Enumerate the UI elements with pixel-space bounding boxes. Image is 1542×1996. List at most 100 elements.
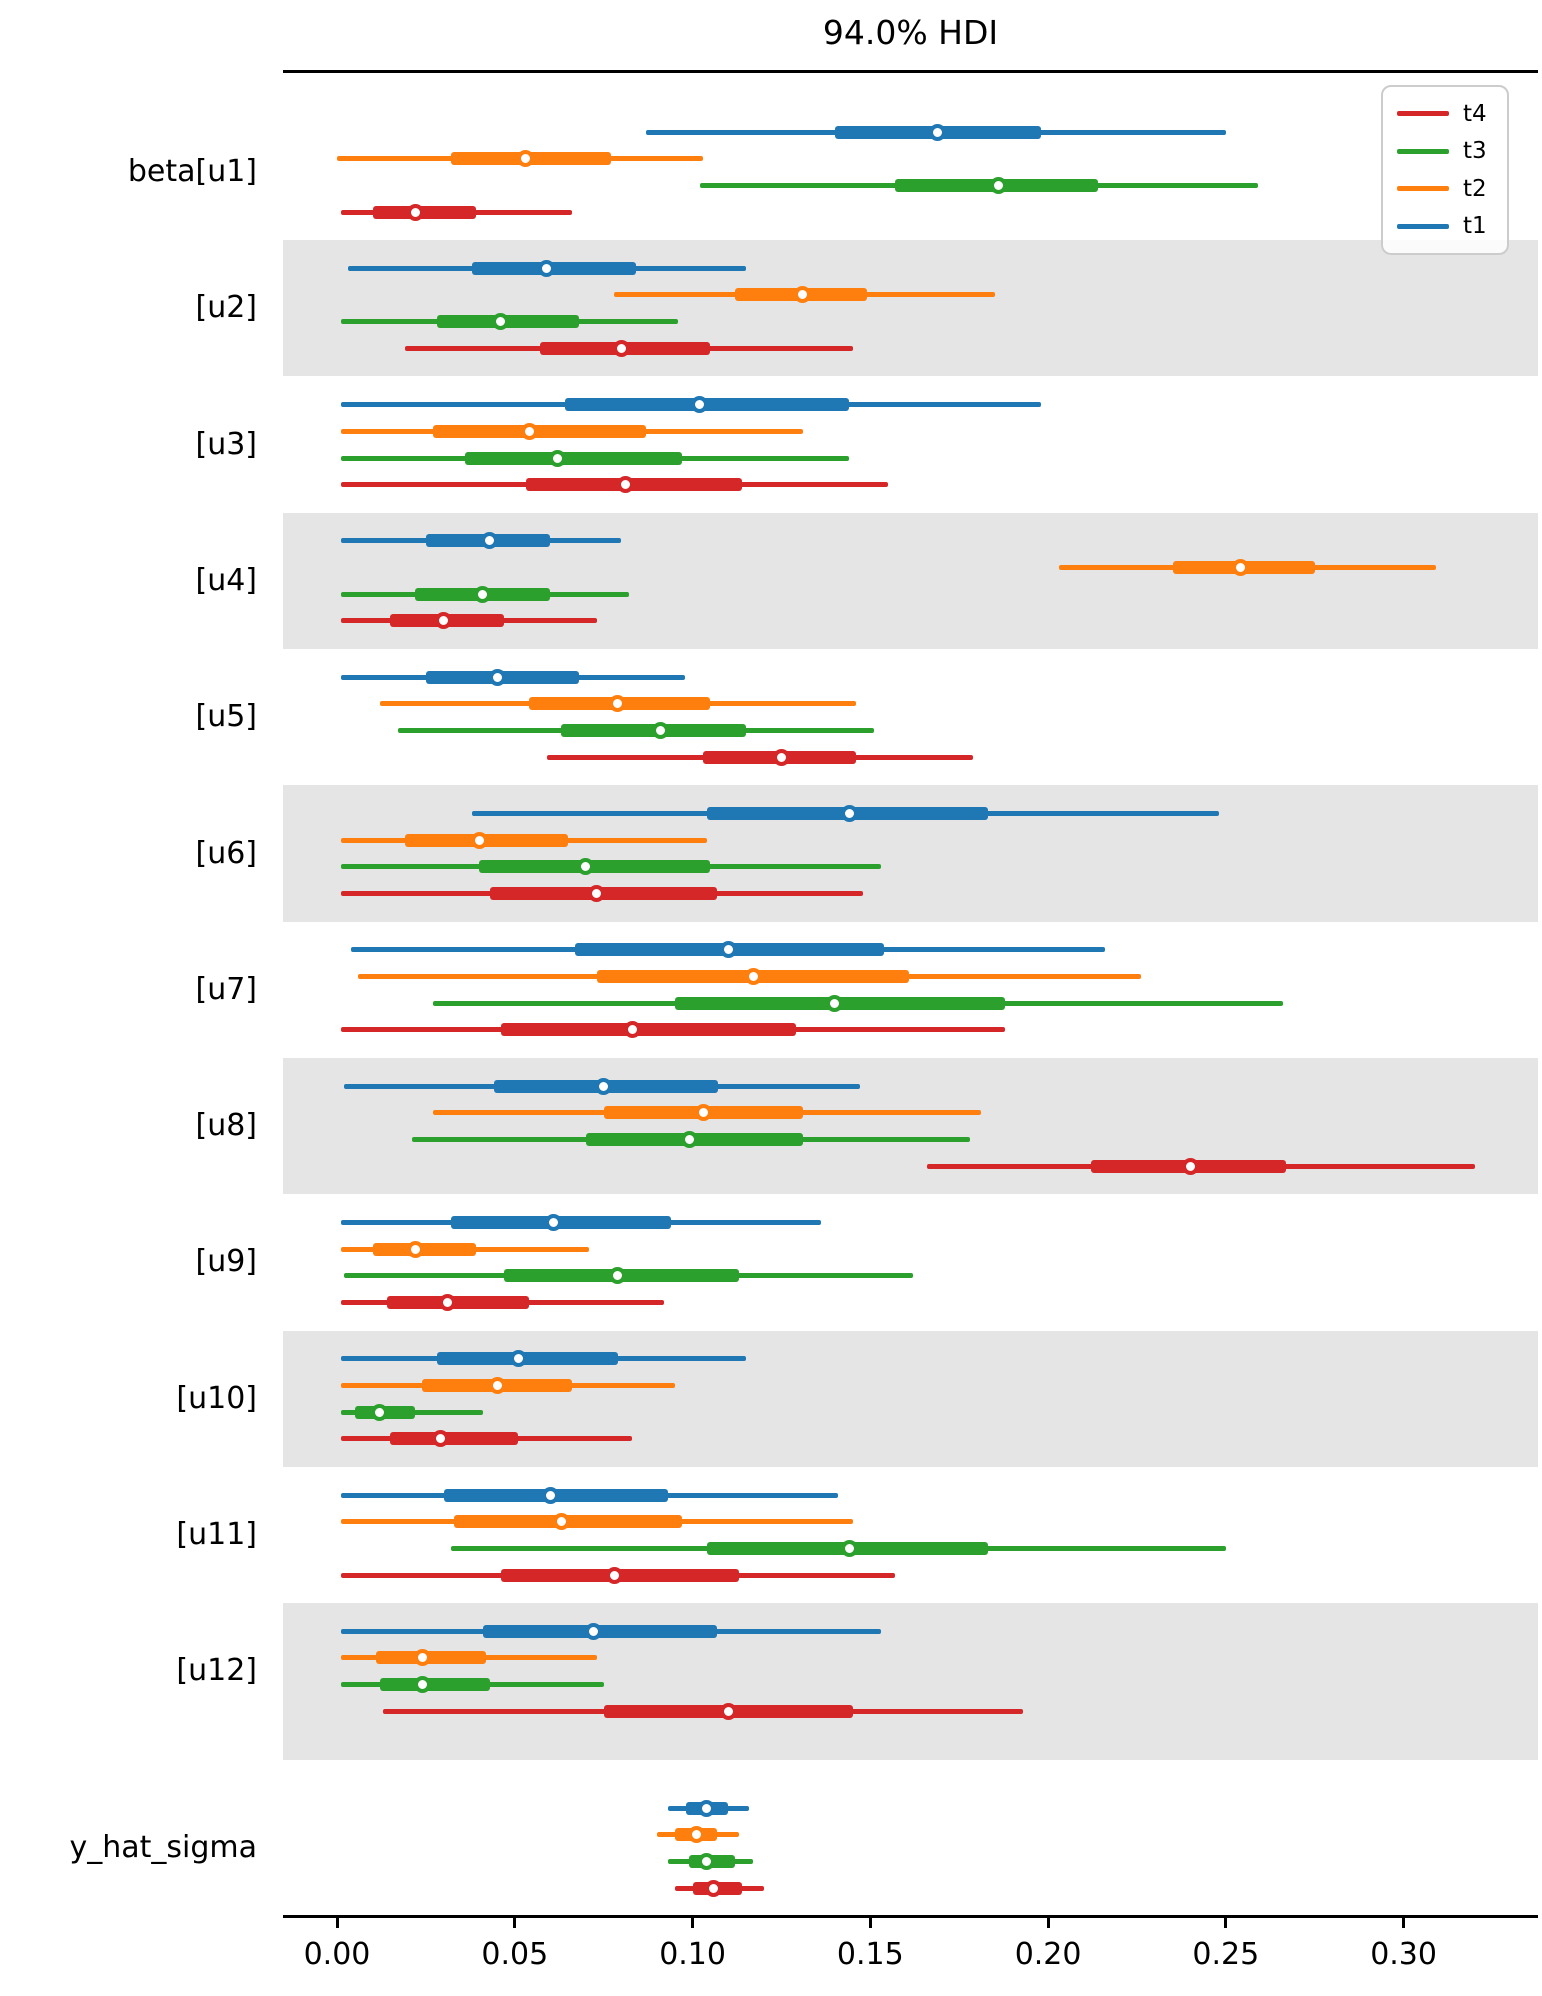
quartile-interval-line-t4 [390, 1432, 519, 1446]
point-estimate-marker-t4 [431, 1430, 449, 1448]
point-estimate-marker-t4 [588, 885, 606, 902]
y-axis-parameter-label: [u4] [195, 562, 257, 598]
point-estimate-marker-t1 [538, 259, 556, 277]
y-axis-parameter-label: beta[u1] [127, 154, 257, 189]
legend-label: t2 [1463, 175, 1487, 202]
y-axis-parameter-label: [u5] [195, 699, 257, 735]
point-estimate-marker-t3 [826, 994, 844, 1012]
x-axis-tick [513, 1918, 517, 1928]
point-estimate-marker-t3 [652, 722, 670, 740]
point-estimate-marker-t3 [680, 1131, 698, 1148]
point-estimate-marker-t2 [552, 1513, 570, 1531]
legend-entry-t3: t3 [1397, 138, 1493, 164]
quartile-interval-line-t4 [386, 1295, 529, 1309]
point-estimate-marker-t4 [623, 1021, 641, 1039]
point-estimate-marker-t1 [488, 668, 506, 686]
point-estimate-marker-t1 [584, 1622, 602, 1640]
legend-line-swatch-t2 [1397, 186, 1449, 192]
legend-entry-t2: t2 [1397, 176, 1493, 202]
y-axis-parameter-label: [u7] [195, 971, 257, 1007]
point-estimate-marker-t3 [698, 1852, 716, 1870]
point-estimate-marker-t2 [517, 150, 534, 168]
y-axis-parameter-label: y_hat_sigma [69, 1830, 257, 1865]
point-estimate-marker-t2 [406, 1240, 424, 1258]
point-estimate-marker-t3 [577, 858, 595, 876]
quartile-interval-line-t4 [372, 205, 476, 219]
y-axis-parameter-label: [u10] [176, 1380, 257, 1416]
point-estimate-marker-t1 [545, 1213, 563, 1231]
point-estimate-marker-t1 [929, 123, 947, 141]
point-estimate-marker-t4 [438, 1293, 456, 1311]
point-estimate-marker-t3 [492, 313, 510, 331]
point-estimate-marker-t2 [744, 967, 762, 985]
shaded-band [283, 1058, 1538, 1195]
y-axis-parameter-label: [u3] [195, 426, 257, 462]
x-axis-tick [1402, 1918, 1406, 1928]
y-axis-parameter-label: [u6] [195, 835, 257, 871]
quartile-interval-line-t1 [436, 1352, 618, 1366]
point-estimate-marker-t4 [435, 612, 453, 630]
x-axis-tick-label: 0.10 [659, 1937, 726, 1972]
quartile-interval-line-t3 [379, 1678, 490, 1692]
x-axis-tick [868, 1918, 872, 1928]
shaded-band [283, 1330, 1538, 1467]
point-estimate-marker-t4 [1181, 1157, 1199, 1175]
quartile-interval-line-t2 [372, 1242, 476, 1256]
point-estimate-marker-t3 [840, 1539, 858, 1557]
legend-entry-t4: t4 [1397, 101, 1493, 127]
legend: t4 t3 t2 t1 [1381, 85, 1509, 255]
point-estimate-marker-t4 [605, 1566, 623, 1584]
x-axis-tick-label: 0.25 [1192, 1937, 1260, 1972]
point-estimate-marker-t1 [595, 1077, 613, 1095]
x-axis-tick-label: 0.05 [481, 1937, 549, 1972]
legend-line-swatch-t4 [1397, 111, 1449, 117]
y-axis-parameter-label: [u11] [176, 1517, 257, 1552]
top-spine [283, 70, 1538, 73]
point-estimate-marker-t1 [541, 1486, 559, 1504]
x-axis-tick [335, 1918, 339, 1928]
x-axis-tick-label: 0.00 [303, 1937, 371, 1972]
point-estimate-marker-t1 [691, 396, 709, 414]
point-estimate-marker-t3 [989, 176, 1007, 194]
point-estimate-marker-t2 [609, 695, 627, 713]
point-estimate-marker-t4 [613, 339, 630, 357]
point-estimate-marker-t3 [474, 585, 492, 603]
point-estimate-marker-t3 [609, 1267, 627, 1285]
point-estimate-marker-t1 [840, 805, 858, 822]
point-estimate-marker-t2 [694, 1104, 712, 1122]
quartile-interval-line-t2 [376, 1651, 487, 1665]
x-axis-tick-label: 0.20 [1014, 1937, 1082, 1972]
y-axis-parameter-label: [u9] [195, 1244, 257, 1280]
legend-label: t4 [1463, 100, 1487, 127]
legend-entry-t1: t1 [1397, 213, 1493, 239]
quartile-interval-line-t2 [433, 424, 647, 438]
legend-line-swatch-t1 [1397, 223, 1449, 229]
point-estimate-marker-t3 [549, 449, 566, 467]
point-estimate-marker-t4 [772, 748, 790, 766]
quartile-interval-line-t4 [525, 478, 743, 492]
point-estimate-marker-t1 [509, 1350, 527, 1368]
point-estimate-marker-t3 [413, 1676, 431, 1694]
y-axis-parameter-label: [u12] [176, 1653, 257, 1689]
legend-label: t1 [1463, 213, 1487, 240]
quartile-interval-line-t3 [465, 451, 682, 465]
shaded-band [283, 240, 1538, 377]
x-axis-tick [1224, 1918, 1228, 1928]
point-estimate-marker-t1 [698, 1799, 716, 1817]
point-estimate-marker-t1 [719, 941, 737, 959]
point-estimate-marker-t2 [488, 1376, 506, 1394]
legend-label: t3 [1463, 138, 1487, 165]
point-estimate-marker-t3 [371, 1403, 389, 1421]
point-estimate-marker-t4 [406, 203, 424, 221]
legend-line-swatch-t3 [1397, 148, 1449, 154]
chart-title: 94.0% HDI [822, 13, 999, 52]
point-estimate-marker-t4 [719, 1702, 737, 1720]
point-estimate-marker-t2 [794, 286, 812, 304]
shaded-band [283, 512, 1538, 650]
quartile-interval-line-t3 [479, 860, 711, 874]
y-axis-parameter-label: [u2] [195, 290, 257, 326]
x-axis-tick-label: 0.30 [1370, 1937, 1437, 1972]
point-estimate-marker-t2 [687, 1826, 705, 1844]
x-axis-tick-label: 0.15 [836, 1937, 904, 1972]
